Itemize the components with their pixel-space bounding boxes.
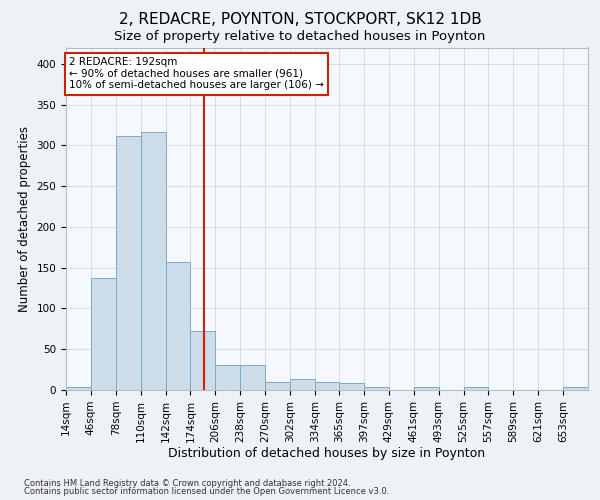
Bar (290, 378, 315, 390)
Text: Size of property relative to detached houses in Poynton: Size of property relative to detached ho… (115, 30, 485, 43)
Y-axis label: Number of detached properties: Number of detached properties (18, 126, 31, 312)
Bar (240, 364, 265, 390)
Bar (414, 386, 439, 390)
Bar (315, 382, 339, 390)
Text: Contains HM Land Registry data © Crown copyright and database right 2024.: Contains HM Land Registry data © Crown c… (24, 478, 350, 488)
X-axis label: Distribution of detached houses by size in Poynton: Distribution of detached houses by size … (169, 448, 485, 460)
Bar (215, 364, 240, 390)
Text: 2, REDACRE, POYNTON, STOCKPORT, SK12 1DB: 2, REDACRE, POYNTON, STOCKPORT, SK12 1DB (119, 12, 481, 28)
Bar (563, 386, 588, 390)
Bar (364, 386, 389, 390)
Bar (339, 384, 364, 390)
Bar (265, 382, 290, 390)
Bar (140, 132, 166, 390)
Bar (91, 278, 116, 390)
Text: Contains public sector information licensed under the Open Government Licence v3: Contains public sector information licen… (24, 488, 389, 496)
Text: 2 REDACRE: 192sqm
← 90% of detached houses are smaller (961)
10% of semi-detache: 2 REDACRE: 192sqm ← 90% of detached hous… (69, 58, 324, 90)
Bar (66, 386, 91, 390)
Bar (190, 332, 215, 390)
Bar (116, 136, 140, 390)
Bar (166, 262, 190, 390)
Bar (464, 386, 488, 390)
